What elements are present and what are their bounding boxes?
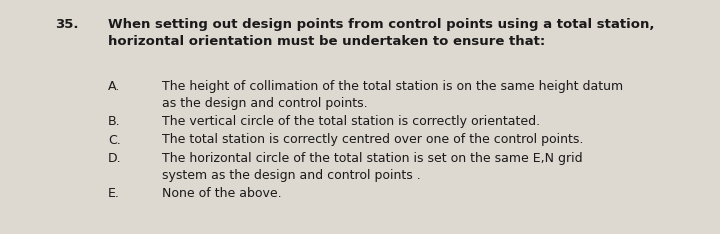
Text: A.: A. (108, 80, 120, 93)
Text: The horizontal circle of the total station is set on the same E,N grid: The horizontal circle of the total stati… (162, 152, 582, 165)
Text: The height of collimation of the total station is on the same height datum: The height of collimation of the total s… (162, 80, 623, 93)
Text: C.: C. (108, 134, 121, 146)
Text: None of the above.: None of the above. (162, 187, 282, 200)
Text: The vertical circle of the total station is correctly orientated.: The vertical circle of the total station… (162, 115, 540, 128)
Text: When setting out design points from control points using a total station,: When setting out design points from cont… (108, 18, 654, 31)
Text: system as the design and control points .: system as the design and control points … (162, 168, 420, 182)
Text: 35.: 35. (55, 18, 78, 31)
Text: E.: E. (108, 187, 120, 200)
Text: B.: B. (108, 115, 121, 128)
Text: D.: D. (108, 152, 122, 165)
Text: horizontal orientation must be undertaken to ensure that:: horizontal orientation must be undertake… (108, 35, 545, 48)
Text: as the design and control points.: as the design and control points. (162, 96, 368, 110)
Text: The total station is correctly centred over one of the control points.: The total station is correctly centred o… (162, 134, 583, 146)
